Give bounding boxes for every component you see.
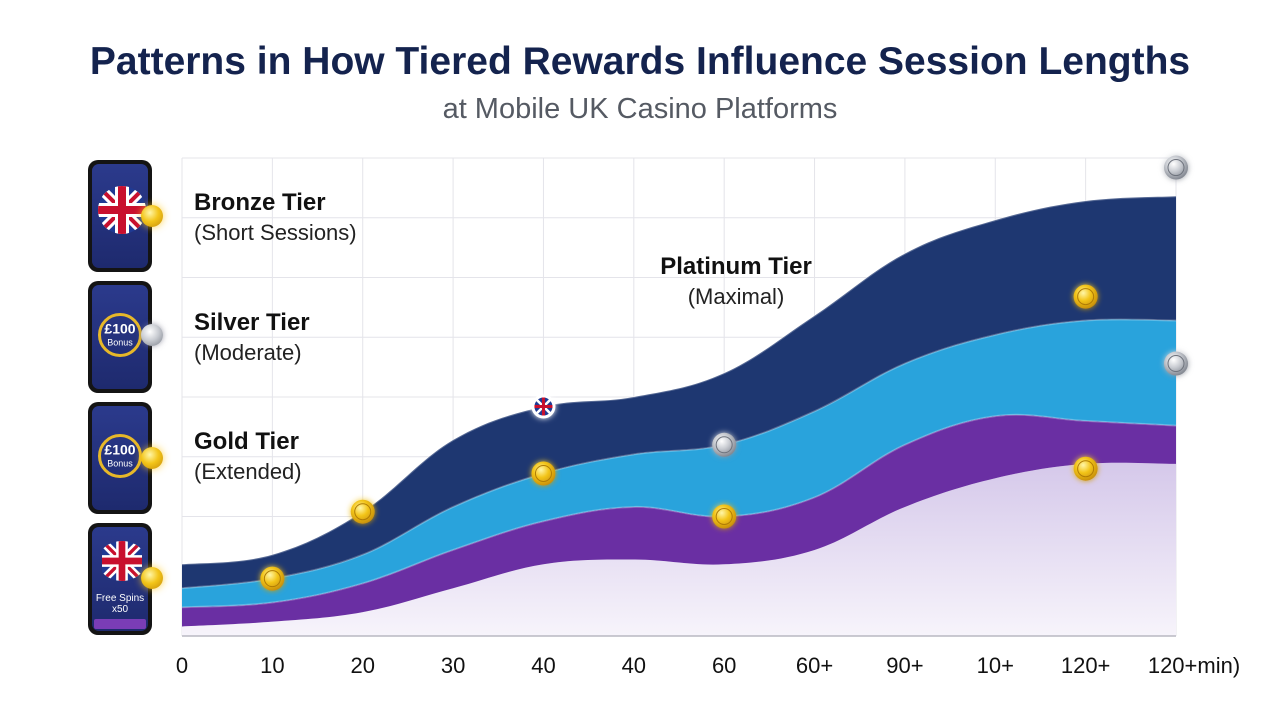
tier-name: Gold Tier: [194, 428, 299, 455]
free-spins-text: Free Spins x50: [92, 593, 148, 615]
chart-subtitle: at Mobile UK Casino Platforms: [442, 93, 838, 125]
x-tick-labels: 0 10 20 30 40 40 60 60+ 90+ 10+ 120+ 120+min): [176, 653, 1240, 678]
x-tick-label: 60: [712, 653, 736, 678]
gold-coin-icon: [141, 205, 163, 227]
reward-markers: [260, 155, 1188, 591]
gold-coin-marker: [350, 499, 375, 524]
silver-area: [182, 414, 1176, 627]
tier-name: Bronze Tier: [194, 189, 326, 216]
gold-coin-marker: [531, 461, 556, 486]
x-tick-label: 60+: [796, 653, 833, 678]
x-tick-label: 30: [441, 653, 465, 678]
silver-coin-marker: [1164, 155, 1188, 180]
gold-coin-marker: [260, 566, 285, 591]
tier-desc: (Extended): [194, 459, 302, 484]
tier-desc: (Short Sessions): [194, 220, 357, 245]
x-tick-label: 120+: [1061, 653, 1111, 678]
silver-coin-icon: [141, 324, 163, 346]
tier-label-gold: Gold Tier (Extended): [194, 427, 302, 487]
uk-flag-marker: [531, 394, 556, 419]
x-tick-label: 10+: [977, 653, 1014, 678]
tier-label-bronze: Bronze Tier (Short Sessions): [194, 188, 357, 248]
platinum-area: [182, 196, 1176, 589]
tier-desc: (Moderate): [194, 340, 302, 365]
free-spins-line2: x50: [111, 604, 129, 615]
bonus-ring-icon: [98, 434, 142, 478]
x-tick-label: 90+: [886, 653, 923, 678]
bonus-amount-text: £100: [104, 320, 136, 337]
gold-coin-marker: [1073, 456, 1098, 481]
bonus-amount: £100 Bonus: [104, 322, 135, 350]
x-tick-label: 10: [260, 653, 284, 678]
silver-coin-marker: [1164, 351, 1188, 376]
tier-areas: [181, 195, 1177, 636]
x-tick-label: 40: [531, 653, 555, 678]
series-line: [181, 318, 1177, 590]
x-tick-label: 40: [622, 653, 646, 678]
bonus-ring-icon: [98, 313, 142, 357]
uk-flag-icon: [98, 541, 146, 581]
tier-name: Platinum Tier: [660, 253, 812, 280]
gold-coin-marker: [1073, 284, 1098, 309]
uk-flag-icon: [98, 186, 146, 234]
x-tick-label: 0: [176, 653, 188, 678]
series-line: [181, 195, 1177, 566]
silver-coin-marker: [712, 432, 737, 457]
chart-title: Patterns in How Tiered Rewards Influence…: [89, 40, 1191, 83]
bonus-label: Bonus: [107, 337, 133, 348]
gold-coin-icon: [141, 447, 163, 469]
tier-label-silver: Silver Tier (Moderate): [194, 308, 310, 368]
series-line: [181, 413, 1177, 609]
free-spins-line1: Free Spins: [95, 593, 145, 604]
progress-bar: [94, 619, 146, 629]
x-tick-label: 20: [350, 653, 374, 678]
tier-desc: (Maximal): [687, 284, 785, 309]
bonus-amount: £100 Bonus: [104, 443, 135, 471]
tier-name: Silver Tier: [194, 309, 310, 336]
x-tick-label: 120+min): [1148, 653, 1240, 678]
tier-label-platinum: Platinum Tier (Maximal): [656, 252, 816, 312]
bonus-amount-text: £100: [104, 441, 136, 458]
phone-uk-flag: [88, 160, 152, 272]
gold-coin-icon: [141, 567, 163, 589]
gold-coin-marker: [712, 504, 737, 529]
gold-area: [182, 319, 1176, 608]
bronze-area: [182, 462, 1176, 636]
bonus-label: Bonus: [107, 458, 133, 469]
